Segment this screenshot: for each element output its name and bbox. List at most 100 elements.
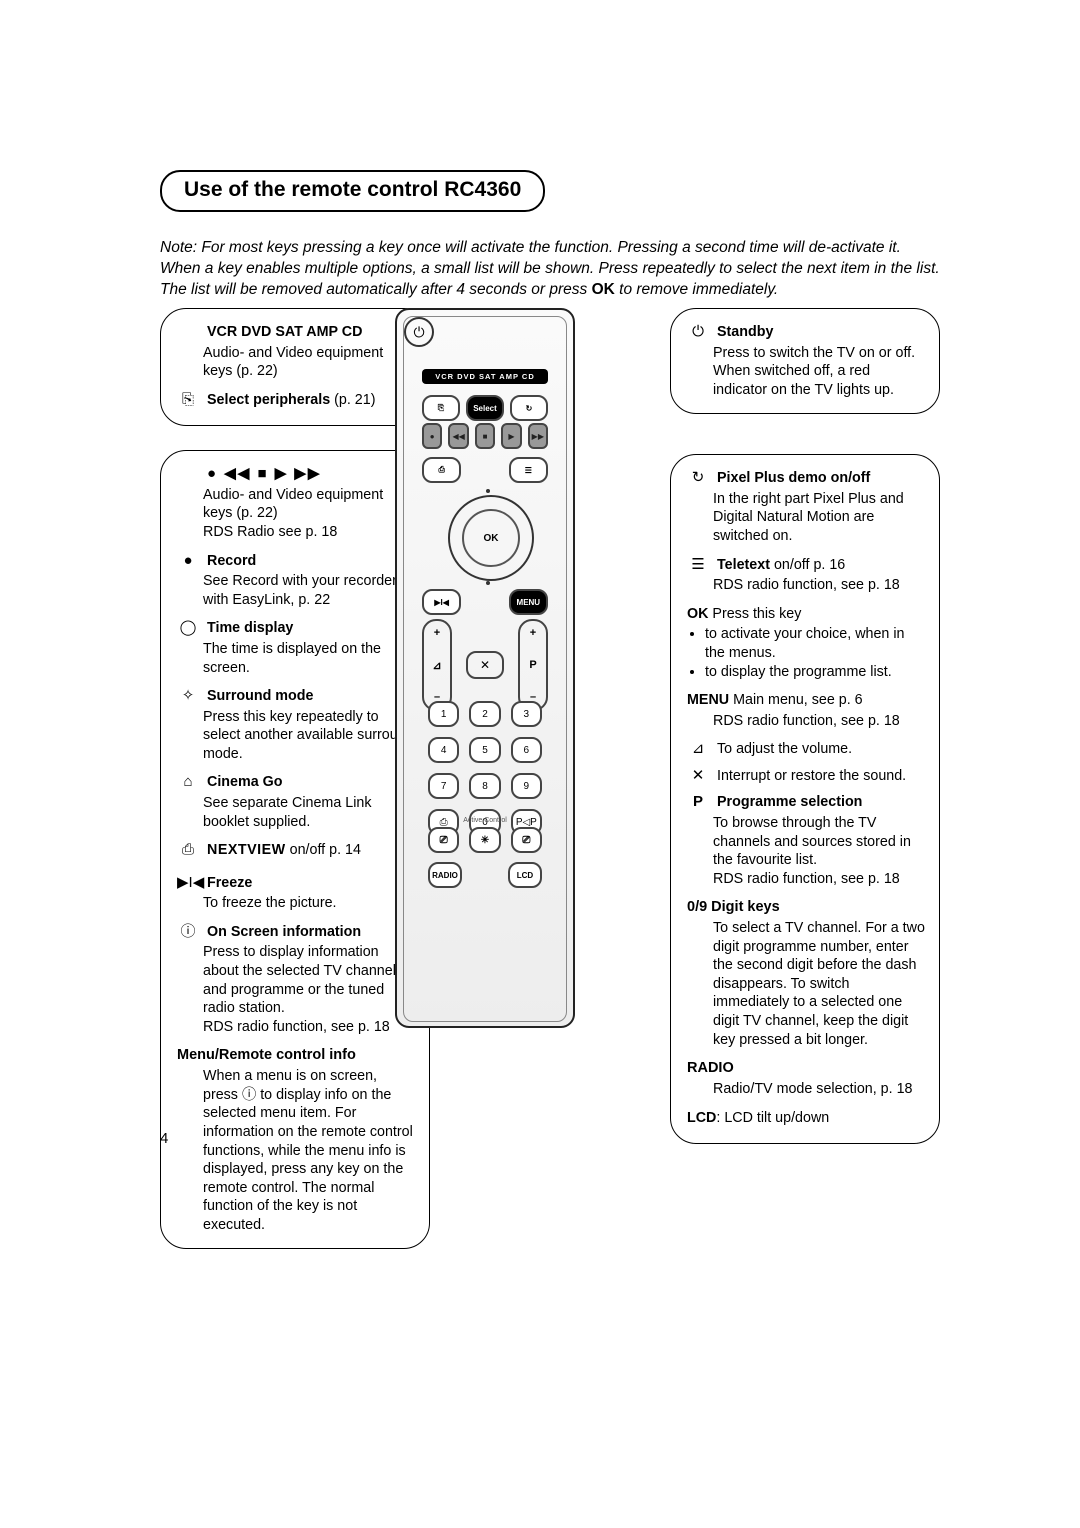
prog-letter: P xyxy=(687,793,709,812)
digit-7: 7 xyxy=(428,773,459,799)
pp-heading: Pixel Plus demo on/off xyxy=(717,470,870,486)
note-line1: Note: For most keys pressing a key once … xyxy=(160,239,901,256)
right-column: ⏻ Standby Press to switch the TV on or o… xyxy=(670,308,940,1168)
prog-body2: RDS radio function, see p. 18 xyxy=(713,870,925,889)
menu-info-body-b: to display info on the selected menu ite… xyxy=(203,1087,413,1233)
usage-note: Note: For most keys pressing a key once … xyxy=(160,238,940,301)
menu-rest: Main menu, see p. 6 xyxy=(729,692,863,708)
mode-keys-body: Audio- and Video equipment keys (p. 22) xyxy=(203,344,415,381)
radio-heading: RADIO xyxy=(687,1059,925,1078)
mute-icon: ✕ xyxy=(687,767,709,786)
lcd-body: : LCD tilt up/down xyxy=(716,1110,829,1126)
left-column: VCR DVD SAT AMP CD Audio- and Video equi… xyxy=(160,308,430,1273)
ac-button-1: ⎚ xyxy=(428,827,459,853)
surround-heading: Surround mode xyxy=(207,688,313,704)
radio-lcd-row: RADIO LCD xyxy=(428,862,542,888)
right-box-1: ⏻ Standby Press to switch the TV on or o… xyxy=(670,308,940,414)
transport-ff: ▶▶ xyxy=(528,423,548,449)
transport-body1: Audio- and Video equipment keys (p. 22) xyxy=(203,486,415,523)
volume-icon: ⊿ xyxy=(687,740,709,759)
digit-8: 8 xyxy=(469,773,500,799)
digit-3: 3 xyxy=(511,701,542,727)
left-box-1: VCR DVD SAT AMP CD Audio- and Video equi… xyxy=(160,308,430,426)
tt-rest: on/off p. 16 xyxy=(770,557,845,573)
menu-info-heading: Menu/Remote control info xyxy=(177,1046,415,1065)
nextview-rest: on/off p. 14 xyxy=(286,842,361,858)
transport-body2: RDS Radio see p. 18 xyxy=(203,523,415,542)
digits-body: To select a TV channel. For a two digit … xyxy=(713,919,925,1049)
freeze-icon: ▶I◀ xyxy=(177,874,199,893)
select-button: Select xyxy=(466,395,504,421)
prog-sym: P xyxy=(529,659,536,671)
surround-body: Press this key repeatedly to select anot… xyxy=(203,708,415,764)
remote-diagram: ⏻ VCR DVD SAT AMP CD ⎘ Select ↻ ● ◀◀ ■ ▶… xyxy=(395,308,575,1028)
nav-dot-down xyxy=(486,581,490,585)
power-button: ⏻ xyxy=(404,317,434,347)
nextview-button: ⎙ xyxy=(422,457,461,483)
teletext-button: ☰ xyxy=(509,457,548,483)
volume-rocker: + ⊿ – xyxy=(422,619,452,711)
radio-button: RADIO xyxy=(428,862,462,888)
radio-body: Radio/TV mode selection, p. 18 xyxy=(713,1080,925,1099)
spacer-icon xyxy=(177,323,199,342)
ac-button-3: ⎚ xyxy=(511,827,542,853)
mute-button: ✕ xyxy=(466,651,504,679)
lcd-heading: LCD xyxy=(687,1110,716,1126)
menu-body: RDS radio function, see p. 18 xyxy=(713,712,925,731)
transport-icon xyxy=(177,465,199,484)
active-control-label: Active Control xyxy=(404,817,566,824)
note-line3c: to remove immediately. xyxy=(615,281,778,298)
digits-heading: 0/9 Digit keys xyxy=(687,898,925,917)
cinema-body: See separate Cinema Link booklet supplie… xyxy=(203,794,415,831)
title-wrap: Use of the remote control RC4360 xyxy=(160,170,940,212)
nextview-label: NEXTVIEW xyxy=(207,842,286,858)
lcd-button: LCD xyxy=(508,862,542,888)
clock-icon: ◯ xyxy=(177,619,199,638)
note-line3a: The list will be removed automatically a… xyxy=(160,281,592,298)
digit-6: 6 xyxy=(511,737,542,763)
surround-icon: ✧ xyxy=(177,687,199,706)
digit-5: 5 xyxy=(469,737,500,763)
transport-stop: ■ xyxy=(475,423,495,449)
note-line2: When a key enables multiple options, a s… xyxy=(160,260,940,277)
digit-1: 1 xyxy=(428,701,459,727)
nextview-icon: ⎙ xyxy=(177,841,199,860)
osd-body1: Press to display information about the s… xyxy=(203,943,415,1017)
ok-ring: OK xyxy=(448,495,534,581)
menu-button: MENU xyxy=(509,589,548,615)
cinema-heading: Cinema Go xyxy=(207,774,282,790)
transport-rev: ◀◀ xyxy=(448,423,468,449)
source-icon: ⎘ xyxy=(177,391,199,410)
cinema-icon: ⌂ xyxy=(177,773,199,792)
ok-label: OK xyxy=(484,533,499,544)
record-icon: ● xyxy=(177,552,199,571)
ac-button-2: ✳ xyxy=(469,827,500,853)
transport-heading: ● ◀◀ ■ ▶ ▶▶ xyxy=(207,465,321,482)
osd-heading: On Screen information xyxy=(207,924,361,940)
menu-info-body: When a menu is on screen, press ⓘ to dis… xyxy=(203,1067,415,1234)
right-box-2: ↻ Pixel Plus demo on/off In the right pa… xyxy=(670,454,940,1144)
source-button: ⎘ xyxy=(422,395,460,421)
time-heading: Time display xyxy=(207,620,293,636)
programme-rocker: + P – xyxy=(518,619,548,711)
standby-heading: Standby xyxy=(717,324,773,340)
left-box-2: ● ◀◀ ■ ▶ ▶▶ Audio- and Video equipment k… xyxy=(160,450,430,1249)
standby-icon: ⏻ xyxy=(687,323,709,342)
ok-li2: to display the programme list. xyxy=(705,663,925,682)
mode-keys-heading: VCR DVD SAT AMP CD xyxy=(207,324,362,340)
page-title: Use of the remote control RC4360 xyxy=(160,170,545,212)
manual-page: Use of the remote control RC4360 Note: F… xyxy=(0,0,1080,1528)
prog-body1: To browse through the TV channels and so… xyxy=(713,814,925,870)
digit-9: 9 xyxy=(511,773,542,799)
select-peripherals-page: (p. 21) xyxy=(330,392,375,408)
mute-body: Interrupt or restore the sound. xyxy=(717,768,906,784)
ok-heading: OK xyxy=(687,606,708,622)
record-heading: Record xyxy=(207,553,256,569)
ok-li1: to activate your choice, when in the men… xyxy=(705,625,925,662)
ok-intro: Press this key xyxy=(708,606,801,622)
active-control-row: ⎚ ✳ ⎚ xyxy=(428,827,542,853)
nav-dot-up xyxy=(486,489,490,493)
pp-body: In the right part Pixel Plus and Digital… xyxy=(713,490,925,546)
remote-body: ⏻ VCR DVD SAT AMP CD ⎘ Select ↻ ● ◀◀ ■ ▶… xyxy=(395,308,575,1028)
note-ok: OK xyxy=(592,281,615,298)
